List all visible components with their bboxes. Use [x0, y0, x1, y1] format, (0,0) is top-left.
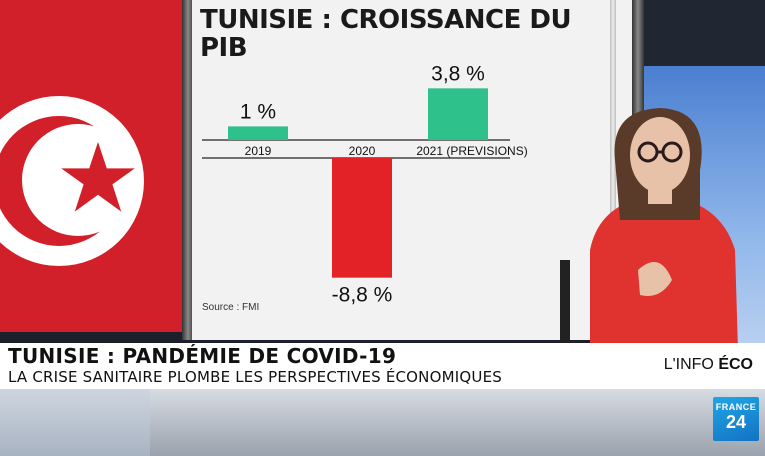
segment-tag: L'INFO ÉCO	[664, 356, 753, 374]
presenter	[560, 108, 738, 350]
bar-2020	[332, 158, 392, 278]
value-label-2021: 3,8 %	[431, 62, 485, 85]
bar-2021	[428, 88, 488, 140]
banner-subheadline: LA CRISE SANITAIRE PLOMBE LES PERSPECTIV…	[8, 368, 502, 386]
segment-tag-prefix: L'INFO	[663, 356, 714, 373]
category-label-2021: 2021 (PREVISIONS)	[416, 144, 527, 158]
screen-frame-left	[182, 0, 194, 340]
logo-number: 24	[725, 412, 747, 432]
screen-seam	[610, 0, 616, 340]
studio-dark-wall	[640, 0, 765, 66]
tunisia-flag	[0, 0, 192, 332]
value-label-2020: -8,8 %	[332, 284, 393, 307]
chart-source: Source : FMI	[202, 302, 260, 313]
studio-desk	[150, 388, 765, 456]
lower-left-background	[0, 388, 150, 456]
chart-title: TUNISIE : CROISSANCE DU PIB	[200, 5, 572, 63]
banner-headline: TUNISIE : PANDÉMIE DE COVID-19	[8, 344, 397, 368]
france24-logo: FRANCE 24	[713, 397, 759, 441]
segment-tag-strong: ÉCO	[718, 356, 753, 373]
logo-name: FRANCE	[715, 402, 757, 412]
category-label-2020: 2020	[349, 144, 376, 158]
flag-star-icon	[61, 142, 135, 212]
category-label-2019: 2019	[245, 144, 272, 158]
lower-third-banner	[0, 343, 765, 389]
bar-2019	[228, 126, 288, 140]
value-label-2019: 1 %	[240, 100, 276, 123]
gdp-growth-bar-chart: 1 % 2019 -8,8 % 2020 3,8 % 2021 (PREVISIONS)	[202, 62, 528, 307]
